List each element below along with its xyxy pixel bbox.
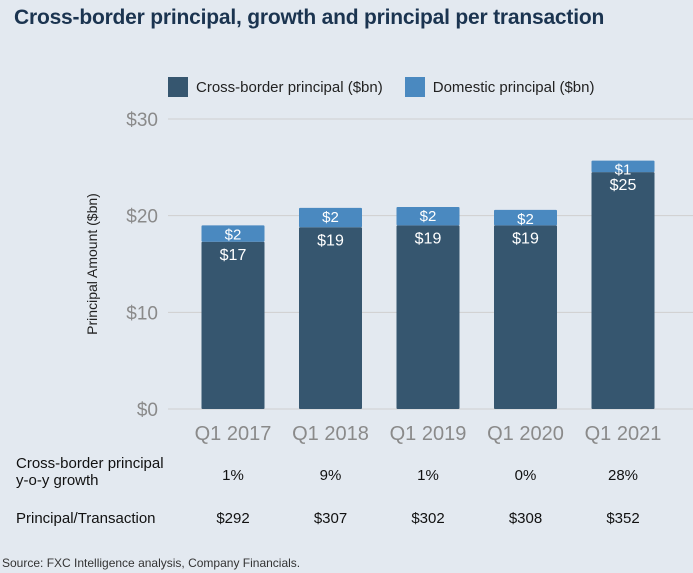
bar-domestic bbox=[494, 209, 557, 226]
table-cell: 28% bbox=[607, 467, 639, 484]
table-cell: $292 bbox=[216, 510, 250, 527]
table-cell: $352 bbox=[606, 510, 640, 527]
data-label: $19 bbox=[512, 230, 539, 247]
bar-cross-border bbox=[299, 227, 362, 409]
table-cell: $302 bbox=[411, 510, 445, 527]
y-tick-label: $20 bbox=[126, 207, 158, 228]
bar-domestic bbox=[201, 225, 265, 242]
bar-domestic bbox=[396, 206, 460, 226]
x-tick-label: Q1 2018 bbox=[292, 423, 369, 445]
bar-domestic bbox=[299, 207, 362, 228]
data-label: $17 bbox=[220, 247, 247, 264]
row-label: Cross-border principal bbox=[16, 455, 164, 472]
table-cell: 0% bbox=[514, 467, 537, 484]
data-label: $2 bbox=[420, 208, 437, 225]
data-label: $1 bbox=[615, 162, 632, 179]
legend-label: Domestic principal ($bn) bbox=[432, 78, 595, 96]
table-row-label-growth: Cross-border principal y-o-y growth bbox=[16, 455, 164, 489]
bar-cross-border bbox=[494, 225, 557, 409]
y-axis-title: Principal Amount ($bn) bbox=[84, 193, 100, 335]
data-label: $2 bbox=[225, 226, 242, 243]
legend-item-cross-border: Cross-border principal ($bn) bbox=[168, 77, 383, 97]
legend-label: Cross-border principal ($bn) bbox=[196, 78, 383, 96]
y-tick-label: $0 bbox=[137, 400, 158, 421]
table-cell: 9% bbox=[319, 467, 342, 484]
bar-cross-border bbox=[201, 241, 265, 409]
y-tick-label: $10 bbox=[126, 303, 158, 324]
legend-swatch bbox=[168, 77, 188, 97]
bar-cross-border bbox=[591, 172, 655, 409]
x-tick-label: Q1 2021 bbox=[585, 423, 662, 445]
x-tick-label: Q1 2017 bbox=[195, 423, 272, 445]
table-cell: 1% bbox=[222, 467, 244, 484]
data-label: $19 bbox=[317, 232, 344, 249]
bar-domestic bbox=[591, 160, 655, 173]
x-tick-label: Q1 2020 bbox=[487, 423, 564, 445]
data-label: $2 bbox=[517, 211, 534, 228]
table-row-label-ppt: Principal/Transaction bbox=[16, 510, 156, 527]
table-cell: $307 bbox=[313, 510, 348, 527]
table-cell: $308 bbox=[508, 510, 543, 527]
y-tick-label: $30 bbox=[126, 110, 158, 131]
x-tick-label: Q1 2019 bbox=[390, 423, 467, 445]
legend: Cross-border principal ($bn) Domestic pr… bbox=[168, 77, 616, 97]
chart-title: Cross-border principal, growth and princ… bbox=[14, 6, 605, 29]
data-label: $25 bbox=[610, 177, 637, 194]
source-note: Source: FXC Intelligence analysis, Compa… bbox=[2, 556, 301, 570]
legend-swatch bbox=[404, 77, 425, 97]
row-label: y-o-y growth bbox=[16, 472, 99, 489]
table-cell: 1% bbox=[417, 467, 439, 484]
legend-item-domestic: Domestic principal ($bn) bbox=[404, 77, 595, 97]
bar-cross-border bbox=[396, 225, 460, 409]
data-label: $2 bbox=[322, 209, 339, 226]
data-label: $19 bbox=[415, 230, 442, 247]
